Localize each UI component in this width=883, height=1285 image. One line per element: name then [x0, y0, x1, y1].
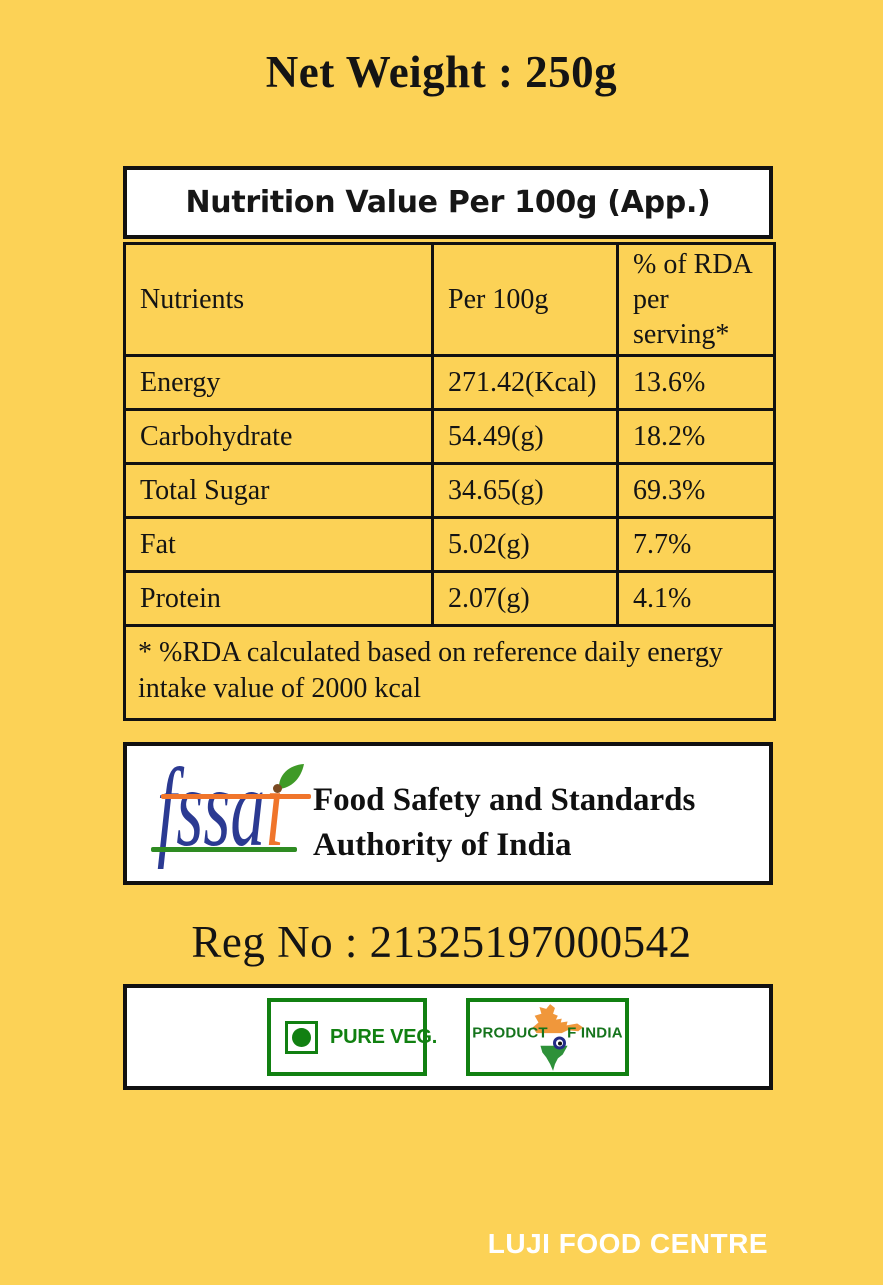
nutrient-rda: 18.2% [616, 408, 776, 465]
nutrient-rda: 13.6% [616, 354, 776, 411]
nutrient-name: Protein [123, 570, 434, 627]
nutrient-name: Carbohydrate [123, 408, 434, 465]
table-row: Fat 5.02(g) 7.7% [123, 516, 776, 573]
nutrition-header-box: Nutrition Value Per 100g (App.) [123, 166, 773, 239]
col-header-nutrients: Nutrients [123, 242, 434, 357]
chakra-icon: O [553, 1036, 567, 1050]
nutrition-title: Nutrition Value Per 100g (App.) [185, 185, 711, 220]
fssai-org-line1: Food Safety and Standards [313, 782, 696, 818]
pure-veg-label: PURE VEG. [330, 1025, 438, 1048]
fssai-word-main: fssa [157, 746, 266, 870]
product-of-india-badge: PRODUCT OF INDIA [466, 998, 629, 1076]
india-map-icon [532, 1004, 583, 1071]
poi-text-part2: F INDIA [567, 1024, 623, 1042]
table-row: Protein 2.07(g) 4.1% [123, 570, 776, 627]
brand-name: LUJI FOOD CENTRE [487, 1228, 768, 1259]
nutrient-name: Total Sugar [123, 462, 434, 519]
veg-symbol-icon [285, 1020, 318, 1054]
col-header-per-100g: Per 100g [431, 242, 619, 357]
fssai-wordmark: fssaı [157, 752, 284, 864]
fssai-green-line [151, 847, 297, 852]
nutrient-value: 2.07(g) [431, 570, 619, 627]
net-weight-title: Net Weight : 250g [265, 47, 618, 97]
table-footnote-row: * %RDA calculated based on reference dai… [123, 624, 776, 721]
table-header-row: Nutrients Per 100g % of RDA per serving* [123, 242, 776, 357]
fssai-orange-line [161, 794, 311, 799]
fssai-org-name: Food Safety and Standards Authority of I… [313, 778, 695, 868]
fssai-word-i: ı [265, 746, 285, 870]
nutrient-name: Energy [123, 354, 434, 411]
veg-dot-icon [292, 1027, 311, 1047]
nutrient-value: 271.42(Kcal) [431, 354, 619, 411]
nutrient-value: 5.02(g) [431, 516, 619, 573]
leaf-stem-dot-icon [273, 784, 282, 793]
badges-box: PURE VEG. PRODUCT OF INDIA [123, 984, 773, 1090]
nutrition-table: Nutrients Per 100g % of RDA per serving*… [123, 242, 776, 721]
nutrient-rda: 4.1% [616, 570, 776, 627]
col-header-rda: % of RDA per serving* [616, 242, 776, 357]
nutrient-value: 34.65(g) [431, 462, 619, 519]
nutrient-value: 54.49(g) [431, 408, 619, 465]
nutrient-name: Fat [123, 516, 434, 573]
fssai-box: fssaı Food Safety and Standards Authorit… [123, 742, 773, 885]
rda-footnote: * %RDA calculated based on reference dai… [123, 624, 776, 721]
leaf-icon [278, 764, 304, 789]
poi-text-part1: PRODUCT [472, 1024, 553, 1042]
fssai-logo: fssaı [151, 752, 321, 875]
nutrient-rda: 69.3% [616, 462, 776, 519]
pure-veg-badge: PURE VEG. [267, 998, 437, 1076]
table-row: Energy 271.42(Kcal) 13.6% [123, 354, 776, 411]
product-of-india-label: PRODUCT OF INDIA [470, 1025, 625, 1050]
table-row: Carbohydrate 54.49(g) 18.2% [123, 408, 776, 465]
fssai-org-line2: Authority of India [313, 827, 572, 863]
nutrient-rda: 7.7% [616, 516, 776, 573]
reg-no: Reg No : 21325197000542 [191, 917, 692, 967]
table-row: Total Sugar 34.65(g) 69.3% [123, 462, 776, 519]
